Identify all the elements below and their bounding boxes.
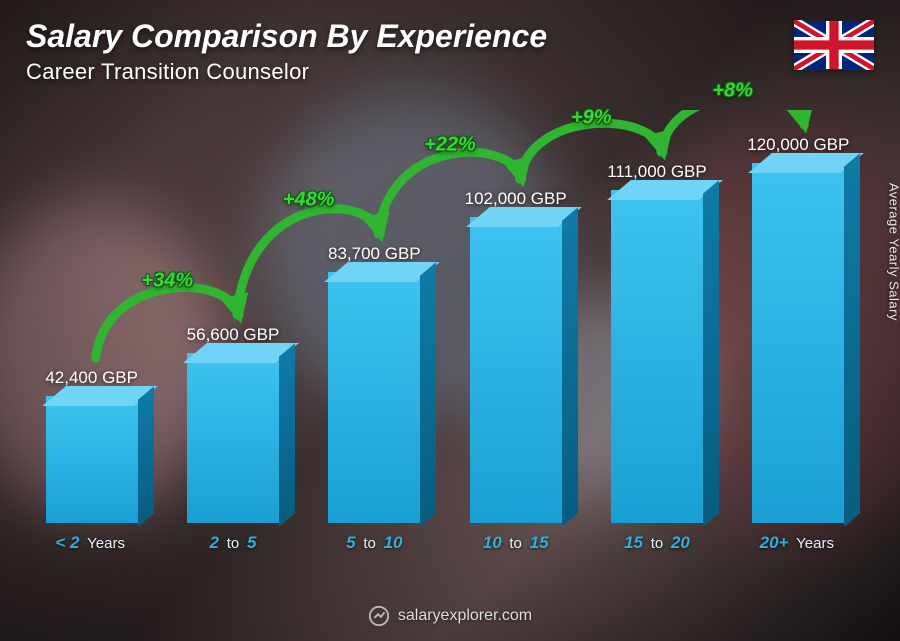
logo-icon: [368, 605, 390, 627]
salary-comparison-infographic: Salary Comparison By Experience Career T…: [0, 0, 900, 641]
bar-shape: [470, 217, 562, 523]
footer-attribution: salaryexplorer.com: [398, 607, 532, 625]
bar-chart: 42,400 GBP < 2 Years 56,600 GBP 2 to 5 8…: [30, 110, 860, 581]
bar-value-label: 42,400 GBP: [45, 368, 138, 388]
bar-shape: [611, 190, 703, 523]
page-subtitle: Career Transition Counselor: [26, 59, 547, 85]
bar-value-label: 102,000 GBP: [465, 189, 567, 209]
uk-flag-icon: [794, 20, 874, 70]
bar-shape: [752, 163, 844, 523]
bar-category-label: < 2 Years: [55, 533, 128, 553]
bar-value-label: 56,600 GBP: [187, 325, 280, 345]
bar: 83,700 GBP 5 to 10: [313, 244, 436, 553]
increment-label: +9%: [571, 107, 612, 130]
bar: 42,400 GBP < 2 Years: [30, 368, 153, 553]
bar-category-label: 20+ Years: [760, 533, 837, 553]
bar-category-label: 2 to 5: [210, 533, 257, 553]
bar-shape: [187, 353, 279, 523]
bar: 102,000 GBP 10 to 15: [454, 189, 577, 553]
bar-category-label: 5 to 10: [346, 533, 402, 553]
increment-label: +48%: [283, 189, 335, 212]
bar: 120,000 GBP 20+ Years: [737, 135, 860, 553]
bar: 111,000 GBP 15 to 20: [595, 162, 718, 553]
bar-category-label: 10 to 15: [483, 533, 549, 553]
increment-label: +34%: [141, 270, 193, 293]
increment-label: +8%: [712, 80, 753, 103]
bar-shape: [46, 396, 138, 523]
bar-value-label: 111,000 GBP: [607, 162, 707, 182]
bar-value-label: 83,700 GBP: [328, 244, 421, 264]
bar-shape: [328, 272, 420, 523]
bars-container: 42,400 GBP < 2 Years 56,600 GBP 2 to 5 8…: [30, 133, 860, 553]
y-axis-label: Average Yearly Salary: [887, 182, 900, 320]
page-title: Salary Comparison By Experience: [26, 18, 547, 55]
increment-label: +22%: [424, 134, 476, 157]
bar: 56,600 GBP 2 to 5: [171, 325, 294, 553]
bar-category-label: 15 to 20: [624, 533, 690, 553]
bar-value-label: 120,000 GBP: [747, 135, 849, 155]
